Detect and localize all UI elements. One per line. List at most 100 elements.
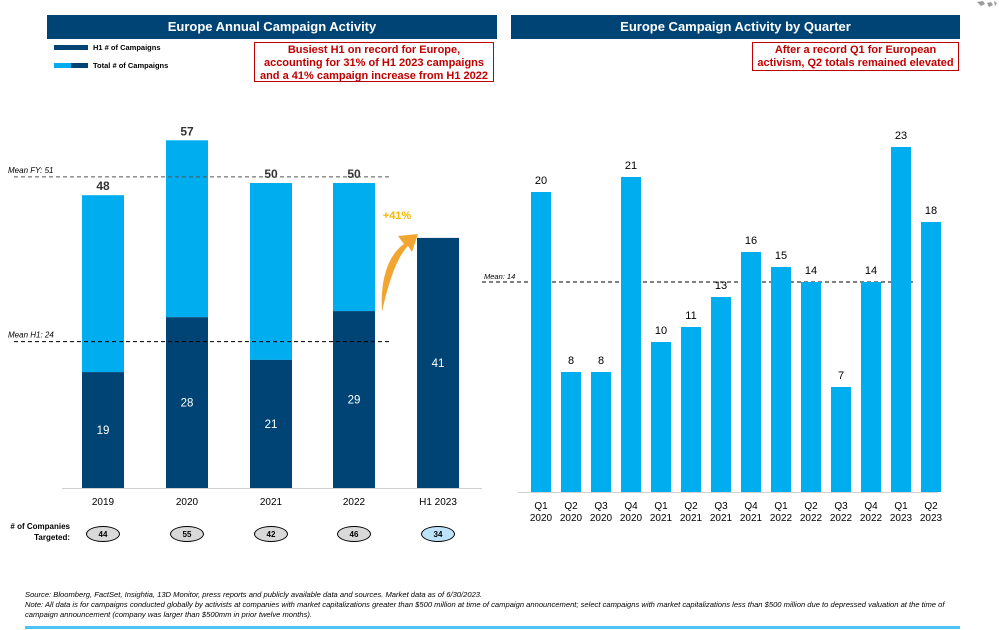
right-panel-title: Europe Campaign Activity by Quarter bbox=[511, 15, 960, 39]
left-callout: Busiest H1 on record for Europe, account… bbox=[254, 42, 494, 82]
x-tick-label: H1 2023 bbox=[419, 497, 457, 508]
data-label: 8 bbox=[568, 355, 574, 367]
x-tick-label-year: 2022 bbox=[800, 513, 823, 524]
companies-targeted-label-line2: Targeted: bbox=[34, 533, 70, 542]
legend-swatch-h1 bbox=[54, 45, 88, 50]
bar-h1-2019 bbox=[82, 372, 124, 488]
x-tick-label-quarter: Q2 bbox=[804, 501, 818, 512]
x-tick-label-quarter: Q2 bbox=[564, 501, 578, 512]
x-tick-label: 2022 bbox=[343, 497, 366, 508]
x-tick-label-quarter: Q3 bbox=[594, 501, 608, 512]
map-fragment-icon bbox=[977, 1, 997, 7]
reference-line-label: Mean FY: 51 bbox=[8, 166, 54, 175]
data-label-total: 50 bbox=[264, 167, 278, 181]
x-tick-label-quarter: Q1 bbox=[894, 501, 908, 512]
data-label: 18 bbox=[925, 205, 937, 217]
bar-Q4-2022 bbox=[861, 282, 881, 492]
x-tick-label-quarter: Q4 bbox=[864, 501, 878, 512]
x-tick-label-year: 2021 bbox=[650, 513, 673, 524]
reference-line-label: Mean: 14 bbox=[484, 272, 515, 281]
data-label-total: 48 bbox=[96, 179, 110, 193]
x-tick-label-year: 2022 bbox=[770, 513, 793, 524]
bar-total-2022 bbox=[333, 183, 375, 312]
data-label-total: 57 bbox=[180, 124, 194, 138]
left-legend: H1 # of Campaigns Total # of Campaigns bbox=[54, 41, 168, 72]
x-tick-label-year: 2022 bbox=[860, 513, 883, 524]
data-label: 21 bbox=[625, 160, 637, 172]
data-label: 14 bbox=[865, 265, 877, 277]
bar-h1-2021 bbox=[250, 359, 292, 488]
data-label: 13 bbox=[715, 280, 727, 292]
right-chart: Mean: 1420Q120208Q220208Q3202021Q4202010… bbox=[482, 130, 943, 524]
bar-Q1-2021 bbox=[651, 342, 671, 492]
data-label: 23 bbox=[895, 130, 907, 142]
x-tick-label-quarter: Q2 bbox=[924, 501, 938, 512]
bar-Q2-2022 bbox=[801, 282, 821, 492]
legend-item-h1: H1 # of Campaigns bbox=[54, 41, 168, 54]
x-tick-label-quarter: Q1 bbox=[654, 501, 668, 512]
growth-arrow-icon bbox=[381, 234, 418, 312]
footer: Source: Bloomberg, FactSet, Insightia, 1… bbox=[25, 590, 965, 620]
x-tick-label-year: 2022 bbox=[830, 513, 853, 524]
bar-total-2020 bbox=[166, 140, 208, 318]
bar-h1-2022 bbox=[333, 311, 375, 488]
legend-label-total: Total # of Campaigns bbox=[93, 61, 169, 70]
data-label-h1: 21 bbox=[265, 419, 278, 431]
data-label: 20 bbox=[535, 175, 547, 187]
x-tick-label-year: 2020 bbox=[530, 513, 553, 524]
x-tick-label-quarter: Q2 bbox=[684, 501, 698, 512]
footer-note: Note: All data is for campaigns conducte… bbox=[25, 600, 945, 619]
data-label: 11 bbox=[685, 310, 696, 322]
x-tick-label: 2021 bbox=[260, 497, 283, 508]
data-label: 10 bbox=[655, 325, 667, 337]
bar-Q3-2020 bbox=[591, 372, 611, 492]
left-chart: 48 19 2019 57 28 2020 50 21 2021 50 29 2022 41 H1 202… bbox=[8, 124, 482, 508]
legend-swatch-total bbox=[54, 63, 88, 68]
legend-item-total: Total # of Campaigns bbox=[54, 59, 168, 72]
companies-targeted-pill: 34 bbox=[421, 526, 455, 542]
x-tick-label-year: 2023 bbox=[890, 513, 913, 524]
data-label-total: 50 bbox=[347, 167, 361, 181]
data-label-h1: 41 bbox=[432, 358, 445, 370]
bar-Q2-2021 bbox=[681, 327, 701, 492]
companies-targeted-pill: 42 bbox=[254, 526, 288, 542]
companies-targeted-pill: 55 bbox=[170, 526, 204, 542]
left-panel-title: Europe Annual Campaign Activity bbox=[47, 15, 497, 39]
legend-label-h1: H1 # of Campaigns bbox=[93, 43, 161, 52]
x-tick-label-year: 2021 bbox=[680, 513, 703, 524]
companies-targeted-label-line1: # of Companies bbox=[10, 522, 70, 531]
data-label: 8 bbox=[598, 355, 604, 367]
footer-source: Source: Bloomberg, FactSet, Insightia, 1… bbox=[25, 590, 483, 599]
x-tick-label-quarter: Q1 bbox=[534, 501, 548, 512]
companies-targeted-pill: 46 bbox=[337, 526, 371, 542]
x-tick-label-quarter: Q4 bbox=[624, 501, 638, 512]
x-tick-label-quarter: Q3 bbox=[714, 501, 728, 512]
bar-Q3-2022 bbox=[831, 387, 851, 492]
bar-total-2021 bbox=[250, 183, 292, 360]
bar-Q2-2020 bbox=[561, 372, 581, 492]
right-callout: After a record Q1 for European activism,… bbox=[752, 42, 959, 71]
x-tick-label-year: 2020 bbox=[620, 513, 643, 524]
x-tick-label-year: 2021 bbox=[740, 513, 763, 524]
data-label: 7 bbox=[838, 370, 844, 382]
bar-Q4-2020 bbox=[621, 177, 641, 492]
bar-h1-H1-2023 bbox=[417, 237, 459, 488]
growth-label: +41% bbox=[383, 210, 412, 222]
x-tick-label: 2020 bbox=[176, 497, 199, 508]
x-tick-label-quarter: Q4 bbox=[744, 501, 758, 512]
bar-Q4-2021 bbox=[741, 252, 761, 492]
companies-targeted-pill: 44 bbox=[86, 526, 120, 542]
companies-targeted-label: # of Companies Targeted: bbox=[2, 521, 70, 543]
x-tick-label-quarter: Q3 bbox=[834, 501, 848, 512]
bar-Q1-2020 bbox=[531, 192, 551, 492]
bar-Q3-2021 bbox=[711, 297, 731, 492]
data-label: 14 bbox=[805, 265, 817, 277]
bar-Q2-2023 bbox=[921, 222, 941, 492]
reference-line-label: Mean H1: 24 bbox=[8, 331, 54, 340]
footer-rule bbox=[25, 626, 960, 629]
bar-h1-2020 bbox=[166, 317, 208, 488]
data-label-h1: 29 bbox=[348, 395, 361, 407]
bar-Q1-2023 bbox=[891, 147, 911, 492]
bar-total-2019 bbox=[82, 195, 124, 373]
x-tick-label: 2019 bbox=[92, 497, 115, 508]
